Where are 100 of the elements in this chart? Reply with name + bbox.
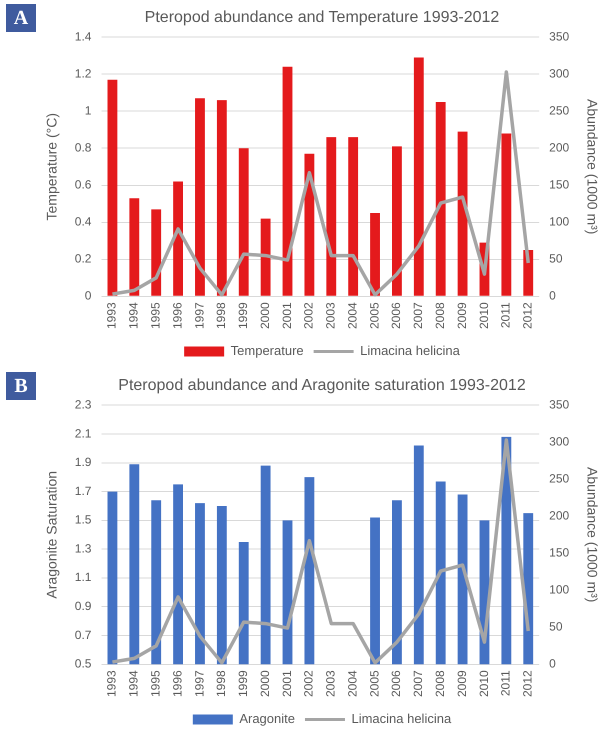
x-tick-label: 2005 [367,670,382,698]
legend-label: Limacina helicina [351,711,452,726]
x-tick-label: 2006 [389,302,404,330]
bar [173,182,184,296]
y-tick-label: 0.9 [74,599,92,614]
y2-tick-label: 100 [549,214,570,229]
y-tick-label: 0.4 [74,214,92,229]
bar [282,66,292,296]
y2-tick-label: 150 [549,178,570,192]
y-tick-label: 0.2 [74,252,92,266]
y-tick-label: 1.7 [74,484,92,498]
y2-tick-label: 100 [549,582,570,597]
x-tick-label: 2005 [367,302,382,330]
x-tick-label: 1997 [192,670,206,698]
x-tick-label: 2010 [476,302,491,330]
x-tick-label: 2008 [433,670,448,698]
x-tick-label: 2001 [280,302,294,330]
y-tick-label: 0.6 [74,178,92,192]
x-tick-label: 1997 [192,302,206,330]
y2-tick-label: 350 [549,398,570,412]
y-tick-label: 1.1 [74,570,92,584]
y-tick-label: 1 [84,104,92,118]
legend-label: Temperature [230,343,304,358]
y2-tick-label: 50 [549,620,563,634]
x-tick-label: 2008 [433,302,448,330]
y2-axis-title: Abundance (1000 m³) [584,467,601,602]
x-tick-label: 2003 [324,670,338,698]
y-tick-label: 0.7 [74,628,92,642]
legend-label: Limacina helicina [360,343,461,358]
bar [458,132,468,296]
y-tick-label: 1.3 [74,541,92,556]
y-axis-title: Aragonite Saturation [43,470,60,599]
y-tick-label: 0.8 [74,140,92,155]
x-tick-label: 2010 [476,670,491,698]
x-tick-label: 2007 [411,302,426,330]
y2-tick-label: 300 [549,434,570,449]
y-tick-label: 2.1 [74,426,92,440]
bar [238,148,249,296]
bar [108,80,118,296]
y-tick-label: 0.5 [74,656,92,671]
x-tick-label: 1993 [104,670,119,698]
x-tick-label: 2009 [454,302,469,330]
x-tick-label: 2000 [258,670,272,698]
x-tick-label: 1993 [104,302,119,330]
x-tick-label: 2003 [324,302,338,330]
y-tick-label: 1.9 [74,455,92,470]
text: A [6,4,36,32]
text: B [6,372,36,400]
bar [392,146,402,296]
y2-tick-label: 200 [549,140,570,155]
bar [348,137,358,296]
y2-tick-label: 250 [549,472,570,486]
x-tick-label: 2004 [345,302,360,330]
x-tick-label: 2012 [520,670,535,698]
y-tick-label: 1.4 [74,30,92,44]
x-tick-label: 2006 [389,670,404,698]
x-tick-label: 1999 [236,302,250,330]
y2-tick-label: 250 [549,104,570,118]
x-tick-label: 1998 [214,302,228,330]
x-tick-label: 2002 [302,670,316,698]
y2-axis-title: Abundance (1000 m³) [584,99,601,234]
bar [414,58,424,296]
y2-tick-label: 50 [549,252,563,266]
chart-title: Pteropod abundance and Aragonite saturation 1993-2012 [118,377,526,394]
bar [436,102,446,296]
bar [216,100,227,296]
bar [304,154,314,296]
x-tick-label: 2011 [498,302,513,328]
x-tick-label: 2001 [280,670,294,698]
x-tick-label: 2009 [454,670,469,698]
y2-tick-label: 0 [549,656,556,671]
legend-label: Aragonite [239,711,295,726]
bar [195,98,205,296]
x-tick-label: 2012 [520,302,535,330]
bar [501,133,512,296]
bar [370,213,380,296]
y-tick-label: 0 [84,288,92,303]
chart-title: Pteropod abundance and Temperature 1993-2012 [144,9,500,26]
x-tick-label: 1996 [170,302,184,330]
y-tick-label: 1.5 [74,512,92,527]
x-tick-label: 1999 [236,670,250,698]
y-tick-label: 2.3 [74,398,92,412]
x-tick-label: 1995 [148,670,163,698]
x-tick-label: 2011 [498,670,513,696]
y2-tick-label: 300 [549,66,570,81]
bar [260,218,271,296]
x-tick-label: 2002 [302,302,316,330]
y2-tick-label: 150 [549,546,570,560]
y-tick-label: 1.2 [74,66,92,81]
x-tick-label: 1994 [126,670,141,698]
x-tick-label: 2000 [258,302,272,330]
y-axis-title: Temperature (°C) [43,112,60,221]
x-tick-label: 2007 [411,670,426,698]
x-tick-label: 1995 [148,302,163,330]
bar [326,137,336,296]
x-tick-label: 1994 [126,302,141,330]
y2-tick-label: 350 [549,30,570,44]
bar [129,198,140,296]
x-tick-label: 2004 [345,670,360,698]
y2-tick-label: 200 [549,508,570,523]
